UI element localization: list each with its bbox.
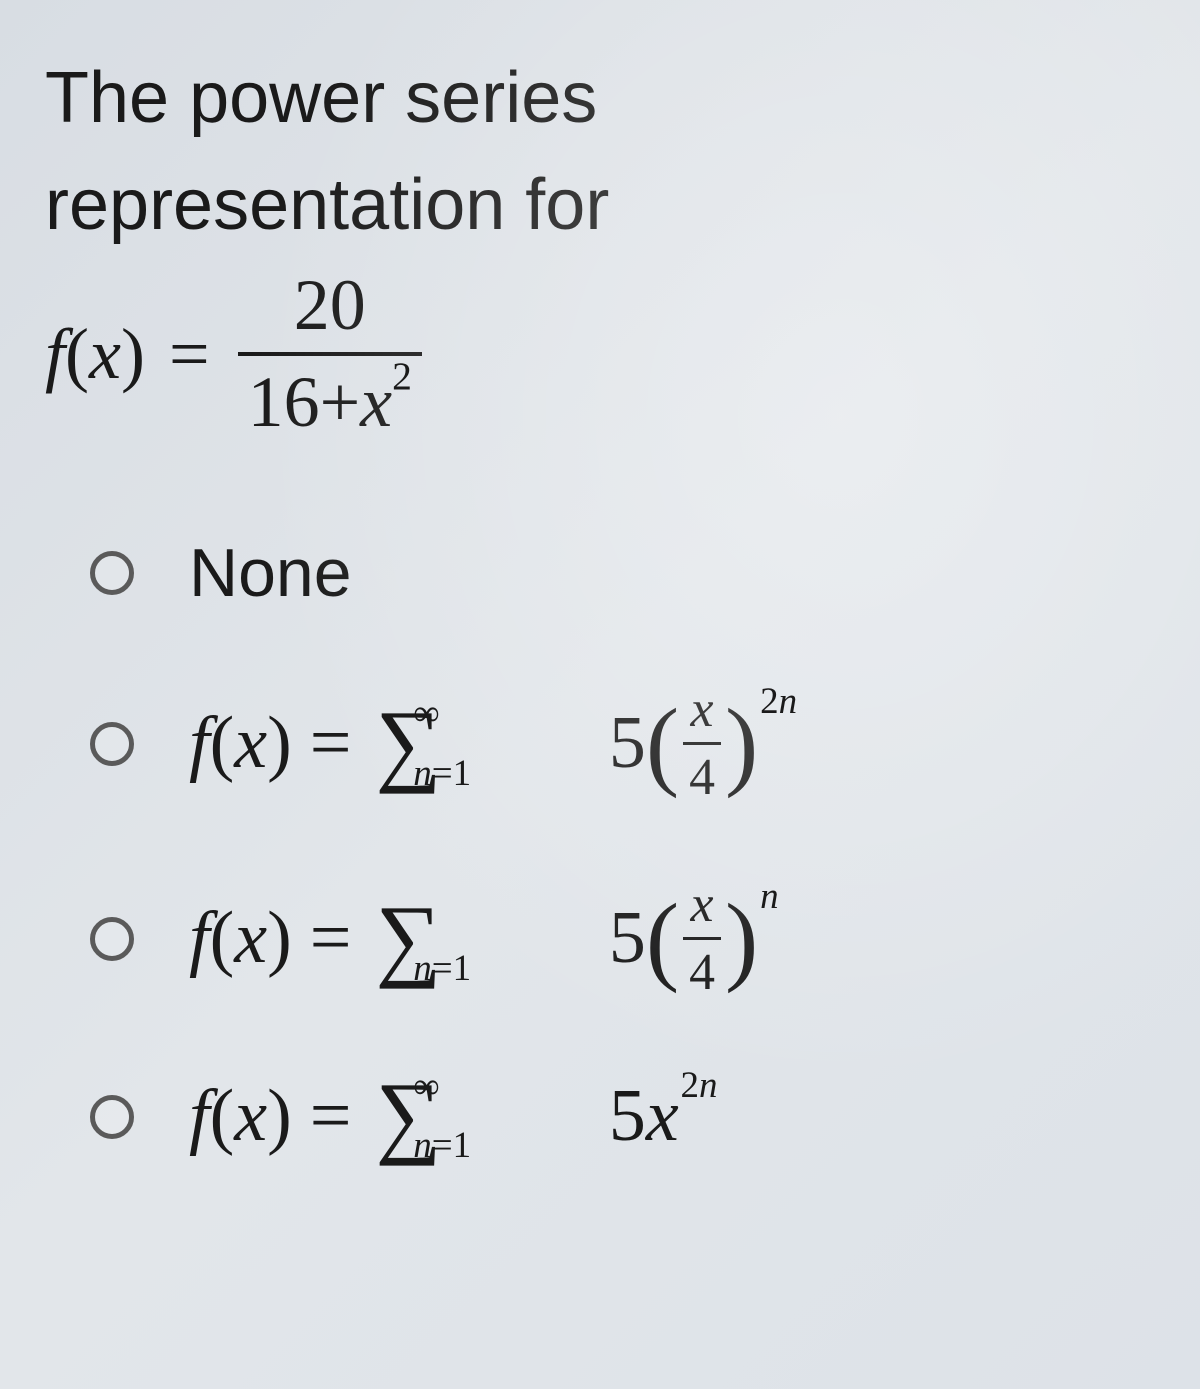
radio-icon[interactable] bbox=[90, 551, 134, 595]
inner-fraction: x 4 bbox=[683, 680, 721, 807]
option-2[interactable]: f ( x ) = ∑ n=1 5 ( x 4 ) n bbox=[90, 875, 1155, 1002]
formula-fraction: 20 16+x2 bbox=[238, 264, 422, 444]
option-formula: f ( x ) = ∑ ∞ n=1 5 ( x 4 ) 2n bbox=[189, 680, 795, 807]
sigma: ∑ ∞ n=1 bbox=[375, 698, 596, 791]
question-line-1: The power series bbox=[45, 50, 1155, 147]
sigma: ∑ ∞ n=1 bbox=[375, 1070, 596, 1163]
question-line-2: representation for bbox=[45, 157, 1155, 254]
open-paren: ( bbox=[65, 313, 89, 396]
options-list: None f ( x ) = ∑ ∞ n=1 5 ( x 4 ) 2n bbox=[90, 534, 1155, 1163]
option-label: None bbox=[189, 534, 352, 612]
option-formula: f ( x ) = ∑ ∞ n=1 5 x 2n bbox=[189, 1070, 716, 1163]
radio-icon[interactable] bbox=[90, 917, 134, 961]
frac-num: 20 bbox=[238, 264, 422, 356]
option-formula: f ( x ) = ∑ n=1 5 ( x 4 ) n bbox=[189, 875, 777, 1002]
option-3[interactable]: f ( x ) = ∑ ∞ n=1 5 x 2n bbox=[90, 1070, 1155, 1163]
question-formula: f ( x ) = 20 16+x2 bbox=[45, 264, 1155, 444]
option-none[interactable]: None bbox=[90, 534, 1155, 612]
equals: = bbox=[169, 313, 210, 396]
inner-fraction: x 4 bbox=[683, 875, 721, 1002]
radio-icon[interactable] bbox=[90, 1095, 134, 1139]
fx-x: x bbox=[89, 313, 121, 396]
sigma: ∑ n=1 bbox=[375, 893, 596, 986]
option-1[interactable]: f ( x ) = ∑ ∞ n=1 5 ( x 4 ) 2n bbox=[90, 680, 1155, 807]
radio-icon[interactable] bbox=[90, 722, 134, 766]
fx-f: f bbox=[45, 313, 65, 396]
close-paren: ) bbox=[121, 313, 145, 396]
frac-den: 16+x2 bbox=[238, 356, 422, 444]
